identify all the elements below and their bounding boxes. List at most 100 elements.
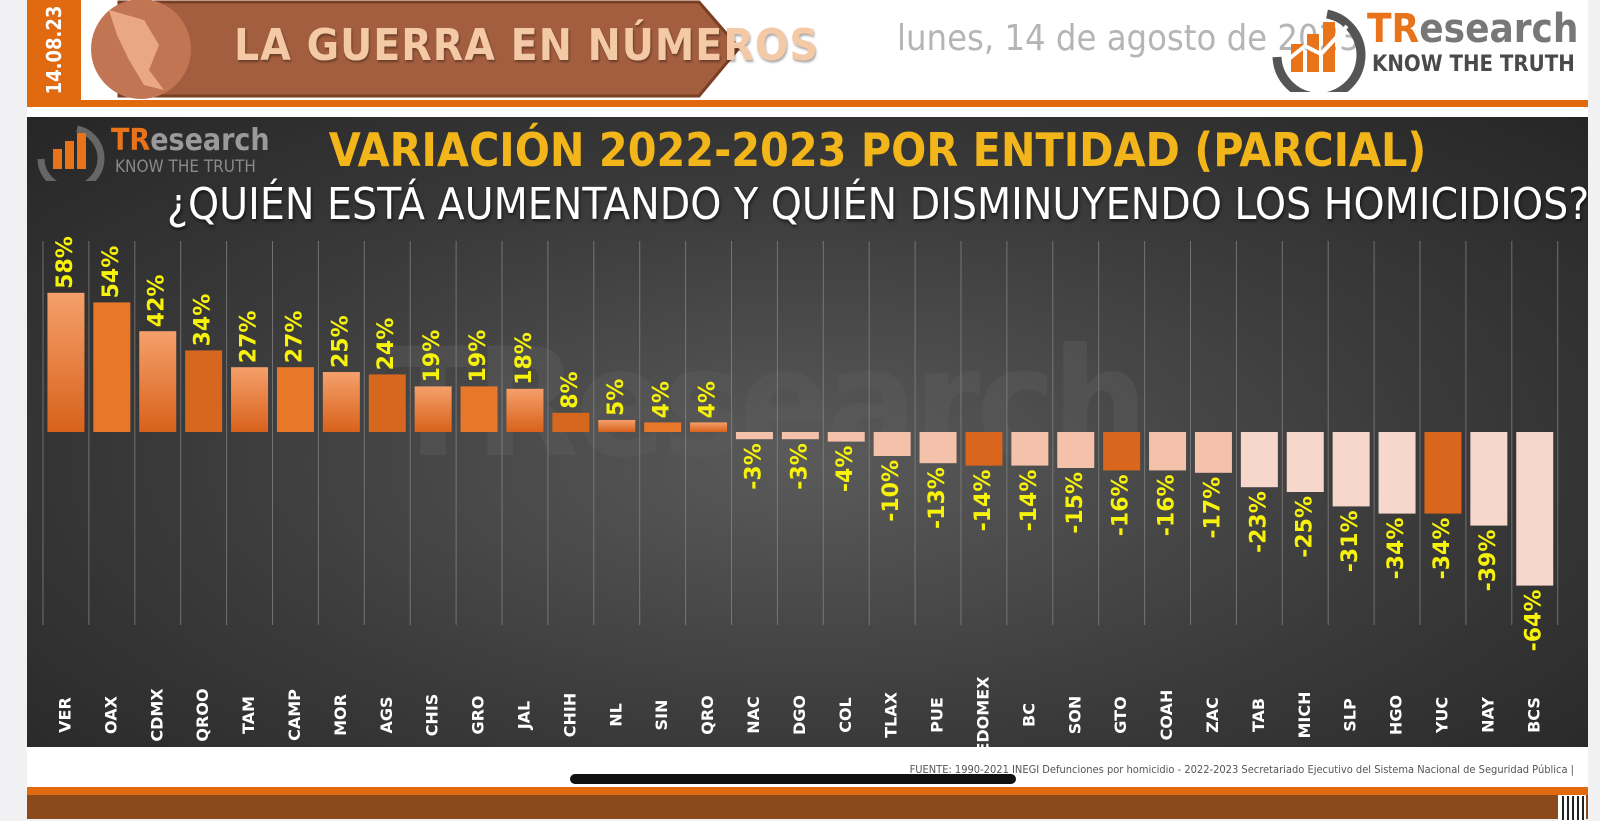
value-label-tab: -23%	[1246, 491, 1271, 553]
value-label-ver: 58%	[53, 236, 78, 289]
bar-gro	[460, 386, 498, 432]
category-label-jal: JAL	[514, 701, 533, 731]
value-label-nay: -39%	[1476, 530, 1501, 592]
value-label-slp: -31%	[1338, 510, 1363, 572]
bottom-stripe	[27, 787, 1588, 795]
category-label-tam: TAM	[239, 696, 258, 734]
category-label-slp: SLP	[1341, 698, 1360, 732]
bar-chih	[552, 412, 590, 432]
category-label-nay: NAY	[1478, 697, 1497, 733]
bar-jal	[506, 388, 544, 432]
value-label-mor: 25%	[328, 315, 353, 368]
bar-qro	[690, 422, 728, 432]
category-label-bcs: BCS	[1524, 697, 1543, 733]
bar-tam	[231, 367, 269, 432]
bar-chart: 58% VER 54% OAX 42% CDMX 34% QROO 27% TAM 27% CAMP 2…	[42, 236, 1559, 747]
bar-chis	[414, 386, 452, 432]
category-label-qroo: QROO	[193, 688, 212, 741]
value-label-cdmx: 42%	[145, 275, 170, 328]
chart-logo-icon	[1272, 9, 1366, 102]
header-banner: LA GUERRA EN NÚMEROS	[89, 0, 818, 100]
value-label-nac: -3%	[741, 443, 766, 489]
category-label-hgo: HGO	[1387, 695, 1406, 735]
value-label-hgo: -34%	[1384, 518, 1409, 580]
value-label-pue: -13%	[925, 467, 950, 529]
category-label-ags: AGS	[377, 696, 396, 733]
value-label-chis: 19%	[420, 330, 445, 383]
category-label-ver: VER	[55, 697, 74, 733]
bar-pue	[919, 432, 957, 464]
category-label-son: SON	[1065, 696, 1084, 735]
category-label-oax: OAX	[101, 695, 120, 734]
value-label-mich: -25%	[1292, 496, 1317, 558]
bar-slp	[1332, 432, 1370, 507]
category-label-coah: COAH	[1157, 690, 1176, 741]
category-label-zac: ZAC	[1203, 697, 1222, 733]
bar-tlax	[873, 432, 911, 456]
value-label-oax: 54%	[99, 246, 124, 299]
bar-mor	[322, 372, 360, 432]
bar-bcs	[1516, 432, 1554, 586]
category-label-col: COL	[836, 697, 855, 733]
value-label-sin: 4%	[650, 381, 675, 418]
value-label-nl: 5%	[604, 379, 629, 416]
value-label-yuc: -34%	[1430, 518, 1455, 580]
logo-brand: TResearch	[1367, 6, 1579, 52]
bar-bc	[1011, 432, 1049, 466]
date-tab-label: 14.08.23	[42, 5, 66, 95]
category-label-camp: CAMP	[285, 689, 304, 741]
header-date: lunes, 14 de agosto de 2023	[897, 18, 1360, 59]
footer: FUENTE: 1990-2021 INEGI Defunciones por …	[27, 747, 1588, 787]
category-label-tab: TAB	[1249, 698, 1268, 732]
bar-hgo	[1378, 432, 1416, 514]
category-label-gro: GRO	[469, 695, 488, 734]
bar-nac	[735, 432, 773, 440]
category-label-mor: MOR	[331, 694, 350, 736]
value-label-qroo: 34%	[191, 294, 216, 347]
category-label-sin: SIN	[652, 700, 671, 731]
bar-gto	[1103, 432, 1141, 471]
header-divider	[27, 100, 1588, 107]
panel-logo-brand: TResearch	[111, 123, 270, 158]
qr-code-icon	[1558, 795, 1586, 821]
panel-logo-tagline: KNOW THE TRUTH	[115, 157, 256, 177]
bar-edomex	[965, 432, 1003, 466]
bar-nl	[598, 420, 636, 432]
value-label-coah: -16%	[1155, 474, 1180, 536]
value-label-edomex: -14%	[971, 470, 996, 532]
category-label-qro: QRO	[698, 695, 717, 735]
bar-sin	[644, 422, 682, 432]
bar-cdmx	[139, 331, 177, 432]
tresearch-logo: TResearch KNOW THE TRUTH	[1267, 2, 1597, 102]
chart-subtitle: ¿QUIÉN ESTÁ AUMENTANDO Y QUIÉN DISMINUYE…	[167, 179, 1588, 230]
value-label-col: -4%	[833, 446, 858, 492]
bar-col	[827, 432, 865, 442]
header-title: LA GUERRA EN NÚMEROS	[234, 20, 819, 71]
category-label-gto: GTO	[1111, 696, 1130, 733]
bar-coah	[1149, 432, 1187, 471]
value-label-bc: -14%	[1017, 470, 1042, 532]
category-label-nac: NAC	[744, 696, 763, 734]
date-tab: 14.08.23	[27, 0, 81, 100]
page: 14.08.23 LA GUERRA EN NÚMEROS lunes, 14 …	[27, 0, 1588, 821]
bar-oax	[93, 302, 131, 432]
home-indicator[interactable]	[570, 774, 1016, 784]
value-label-bcs: -64%	[1522, 590, 1547, 652]
bar-tab	[1240, 432, 1278, 488]
category-label-tlax: TLAX	[882, 691, 901, 737]
chart-title: VARIACIÓN 2022-2023 POR ENTIDAD (PARCIAL…	[328, 123, 1427, 177]
value-label-tlax: -10%	[879, 460, 904, 522]
bar-son	[1057, 432, 1095, 468]
value-label-chih: 8%	[558, 371, 583, 408]
value-label-tam: 27%	[237, 311, 262, 364]
bar-ags	[368, 374, 406, 432]
category-label-bc: BC	[1019, 703, 1038, 727]
value-label-camp: 27%	[282, 311, 307, 364]
bar-yuc	[1424, 432, 1462, 514]
logo-tagline: KNOW THE TRUTH	[1372, 52, 1575, 77]
bar-dgo	[781, 432, 819, 440]
category-label-dgo: DGO	[790, 695, 809, 735]
category-label-nl: NL	[606, 703, 625, 727]
category-label-mich: MICH	[1295, 691, 1314, 738]
category-label-edomex: EDOMEX	[973, 676, 992, 747]
